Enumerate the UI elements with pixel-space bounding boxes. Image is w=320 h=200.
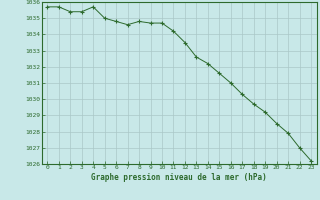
- X-axis label: Graphe pression niveau de la mer (hPa): Graphe pression niveau de la mer (hPa): [91, 173, 267, 182]
